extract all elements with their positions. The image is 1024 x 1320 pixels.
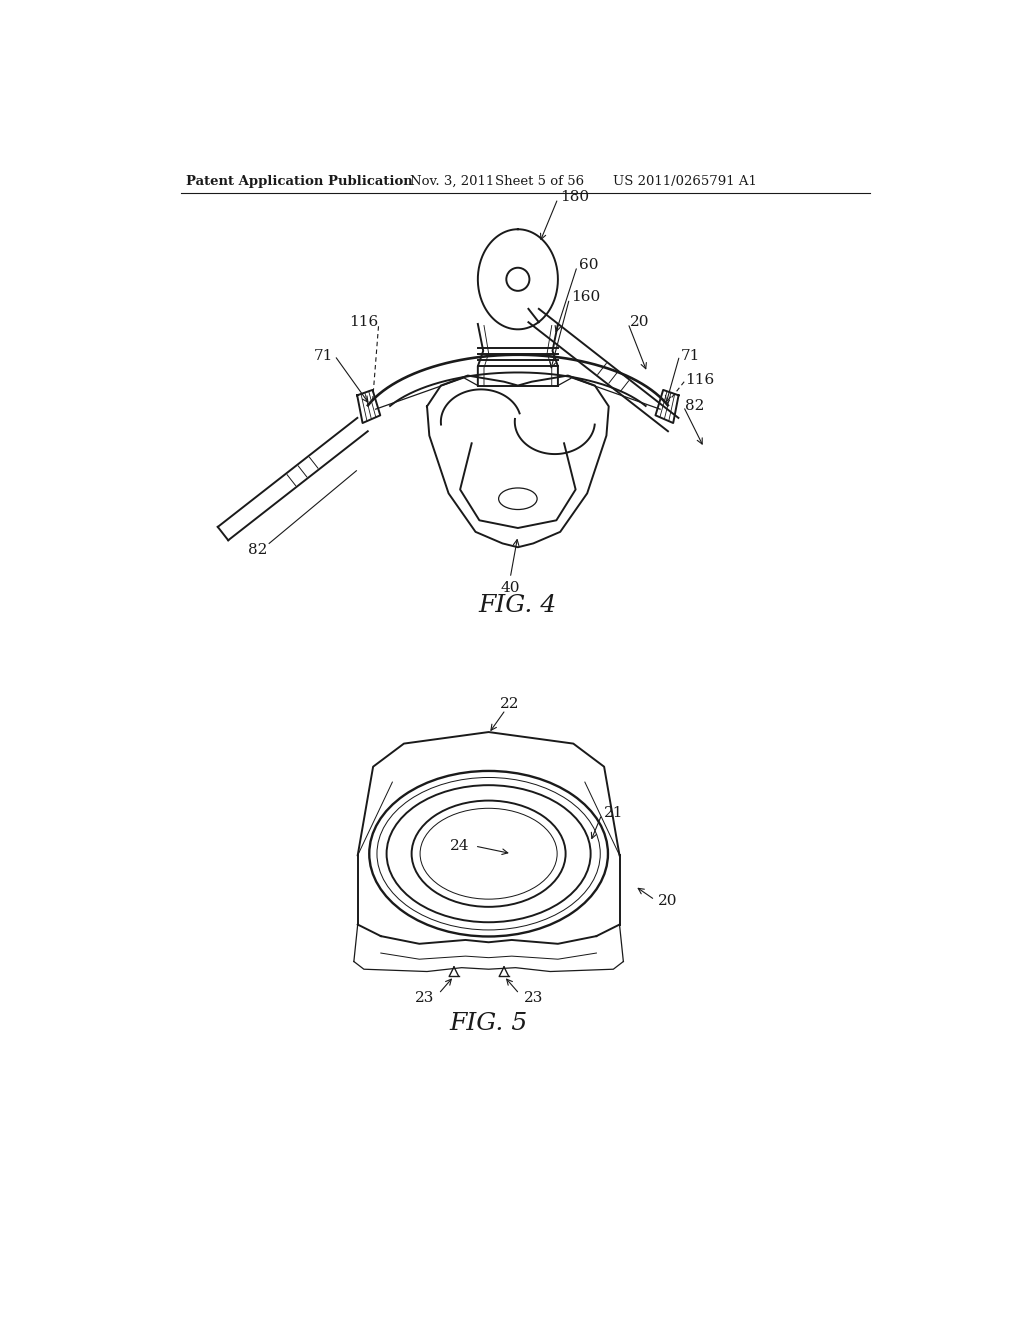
Text: Sheet 5 of 56: Sheet 5 of 56 (495, 176, 584, 187)
Text: 60: 60 (579, 257, 598, 272)
Text: 71: 71 (313, 348, 333, 363)
Text: 24: 24 (450, 840, 469, 853)
Text: Patent Application Publication: Patent Application Publication (186, 176, 413, 187)
Text: 82: 82 (685, 400, 705, 413)
Text: 23: 23 (523, 991, 543, 1005)
Text: FIG. 4: FIG. 4 (479, 594, 557, 616)
Text: 22: 22 (501, 697, 520, 710)
Text: 40: 40 (501, 581, 520, 595)
Text: 116: 116 (349, 314, 379, 329)
Text: 21: 21 (604, 807, 624, 820)
Text: US 2011/0265791 A1: US 2011/0265791 A1 (613, 176, 757, 187)
Text: 23: 23 (415, 991, 434, 1005)
Text: FIG. 5: FIG. 5 (450, 1011, 527, 1035)
Text: 82: 82 (248, 543, 267, 557)
Text: 160: 160 (571, 290, 600, 304)
Text: 20: 20 (658, 895, 678, 908)
Text: 180: 180 (560, 190, 590, 203)
Text: 116: 116 (685, 374, 714, 387)
Text: 71: 71 (681, 348, 700, 363)
Text: 20: 20 (630, 314, 649, 329)
Text: Nov. 3, 2011: Nov. 3, 2011 (410, 176, 495, 187)
